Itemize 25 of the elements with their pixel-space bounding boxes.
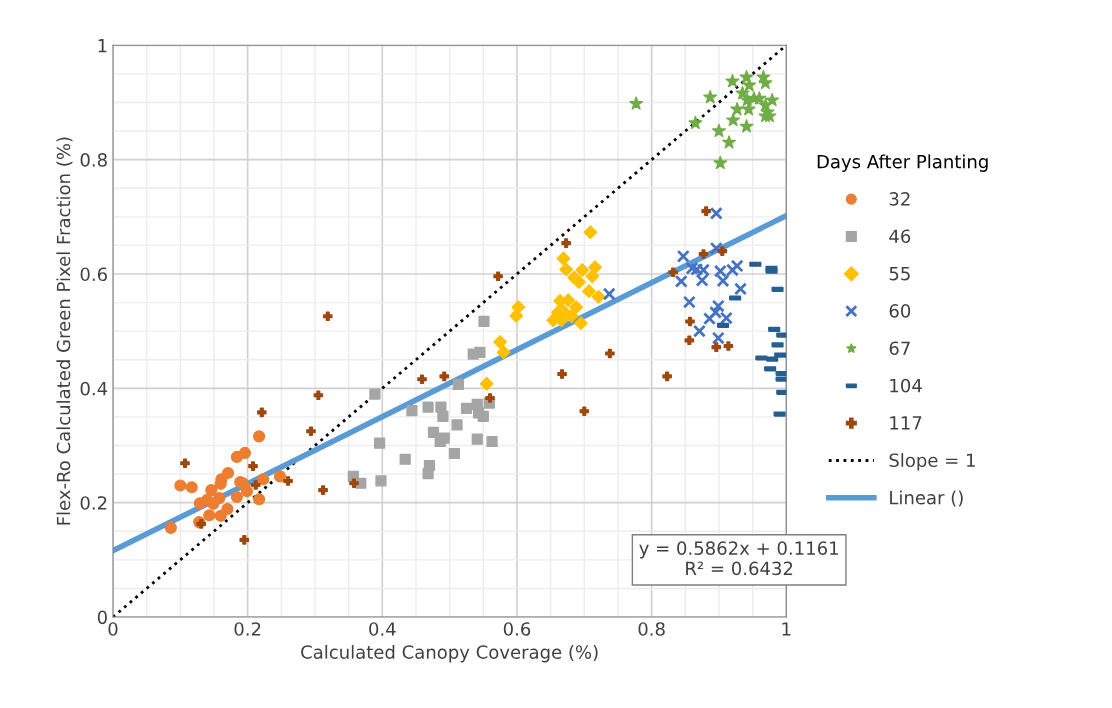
y-tick-label: 0.8 (80, 153, 107, 167)
y-tick-label: 0.4 (80, 381, 108, 396)
x-tick-label: 1 (782, 622, 791, 636)
legend-label: 104 (890, 378, 922, 393)
x-tick-label: 0.6 (503, 622, 531, 636)
x-tick-label: 0.2 (234, 622, 261, 636)
legend-title: Days After Planting (817, 154, 988, 172)
y-tick-label: 0.2 (80, 496, 107, 510)
y-tick-label: 1 (98, 39, 107, 53)
legend-label: 32 (889, 192, 910, 206)
legend-label: 55 (889, 266, 910, 281)
y-axis-title: Flex-Ro Calculated Green Pixel Fraction (%) (56, 137, 73, 525)
annotation: y = 0.5862x + 0.1161 R² = 0.6432 (639, 541, 838, 576)
x-axis-title: Calculated Canopy Coverage (%) (301, 644, 598, 663)
y-tick-label: 0.6 (80, 267, 107, 282)
legend-label: 117 (890, 416, 922, 430)
y-tick-label: 0 (97, 610, 107, 625)
legend-label: Linear () (890, 490, 963, 507)
legend-label: 67 (889, 341, 910, 356)
legend-label: 60 (889, 304, 911, 318)
legend-label: Slope = 1 (889, 453, 975, 471)
legend-label: 46 (889, 229, 911, 244)
x-tick-label: 0.8 (638, 622, 665, 636)
x-tick-label: 0.4 (369, 622, 396, 636)
x-tick-label: 0 (108, 622, 118, 636)
